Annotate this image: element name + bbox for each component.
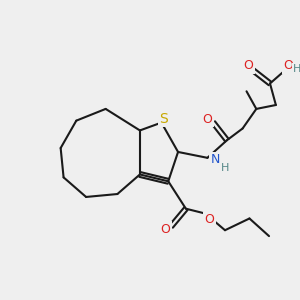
Text: H: H bbox=[293, 64, 300, 74]
Text: O: O bbox=[202, 113, 212, 126]
Text: H: H bbox=[221, 163, 229, 172]
Text: O: O bbox=[204, 213, 214, 226]
Text: N: N bbox=[211, 153, 220, 166]
Text: S: S bbox=[159, 112, 168, 126]
Text: O: O bbox=[160, 223, 170, 236]
Text: O: O bbox=[244, 59, 254, 72]
Text: O: O bbox=[284, 59, 293, 72]
